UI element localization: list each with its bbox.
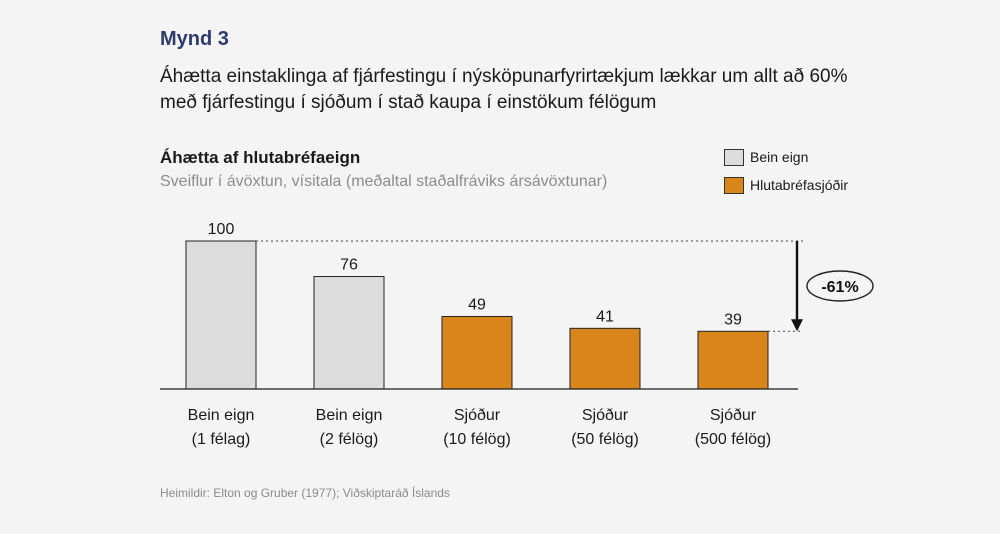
legend-swatch-funds bbox=[724, 176, 744, 194]
category-label: (10 félög) bbox=[443, 431, 511, 448]
category-label: (1 félag) bbox=[192, 431, 251, 448]
change-annotation: -61% bbox=[821, 279, 858, 296]
category-label: Sjóður bbox=[454, 407, 501, 424]
legend-item-funds: Hlutabréfasjóðir bbox=[724, 175, 848, 195]
legend-item-direct: Bein eign bbox=[724, 147, 808, 167]
bar bbox=[185, 240, 257, 390]
data-label: 41 bbox=[596, 308, 614, 325]
category-label: (500 félög) bbox=[695, 431, 772, 448]
chart-title: Áhætta af hlutabréfaeign bbox=[160, 148, 361, 167]
figure-label: Mynd 3 bbox=[160, 28, 229, 50]
bar bbox=[569, 327, 641, 390]
category-label: Sjóður bbox=[710, 407, 757, 424]
legend-swatch-direct bbox=[724, 148, 744, 166]
category-label: (50 félög) bbox=[571, 431, 639, 448]
data-label: 76 bbox=[340, 257, 358, 274]
source-note: Heimildir: Elton og Gruber (1977); Viðsk… bbox=[160, 486, 450, 500]
data-label: 39 bbox=[724, 311, 742, 328]
change-badge bbox=[806, 270, 874, 302]
category-label: (2 félög) bbox=[320, 431, 379, 448]
bar bbox=[441, 315, 513, 390]
category-label: Bein eign bbox=[188, 407, 255, 424]
legend-label-direct: Bein eign bbox=[750, 149, 809, 165]
chart-subtitle: Sveiflur í ávöxtun, vísitala (meðaltal s… bbox=[160, 173, 608, 190]
change-arrow-head bbox=[791, 319, 803, 332]
headline: Áhætta einstaklinga af fjárfestingu í ný… bbox=[160, 66, 848, 113]
category-label: Bein eign bbox=[316, 407, 383, 424]
data-label: 49 bbox=[468, 296, 486, 313]
data-label: 100 bbox=[208, 221, 235, 238]
legend-label-funds: Hlutabréfasjóðir bbox=[750, 177, 849, 193]
category-label: Sjóður bbox=[582, 407, 629, 424]
bar bbox=[313, 276, 385, 390]
bar bbox=[697, 330, 769, 390]
